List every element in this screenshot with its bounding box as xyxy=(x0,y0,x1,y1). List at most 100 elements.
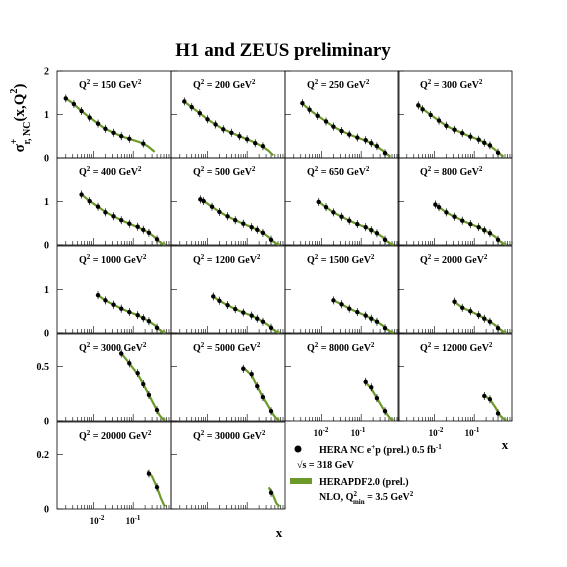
q2-label: Q2 = 200 GeV2 xyxy=(193,78,256,91)
data-point xyxy=(420,107,425,112)
data-point xyxy=(237,134,242,139)
data-point xyxy=(268,409,274,414)
data-point xyxy=(331,210,336,215)
fit-curve xyxy=(241,365,280,421)
y-tick-label: 0 xyxy=(44,329,49,340)
data-point xyxy=(452,214,457,219)
legend-fit-label: HERAPDF2.0 (prel.) xyxy=(319,477,409,488)
data-point xyxy=(111,130,116,135)
data-point xyxy=(482,316,487,321)
panel-q2-800: Q2 = 800 GeV2 xyxy=(397,157,513,246)
x-tick-label-1e-2-right: 10-2 xyxy=(429,426,444,438)
data-point xyxy=(154,485,160,490)
panel-grid: 0 1 2 Q2 = 150 GeV2 Q2 = 200 GeV2 Q2 = 250 Ge… xyxy=(37,67,513,516)
data-point xyxy=(141,381,146,387)
data-point xyxy=(268,325,274,330)
data-point xyxy=(127,136,132,142)
data-point xyxy=(127,361,132,366)
data-point xyxy=(87,115,92,120)
data-point xyxy=(436,118,442,123)
fit-curve xyxy=(182,99,274,157)
data-point xyxy=(355,221,360,227)
panel-q2-150: 0 1 2 Q2 = 150 GeV2 xyxy=(44,67,172,165)
x-axis-label-left: x xyxy=(276,525,283,540)
data-point xyxy=(374,319,380,324)
q2-label: Q2 = 8000 GeV2 xyxy=(307,341,375,354)
y-tick-label: 0.2 xyxy=(37,450,50,461)
data-point xyxy=(255,316,260,321)
data-point xyxy=(487,319,493,324)
data-point xyxy=(369,316,374,321)
data-point xyxy=(182,99,187,104)
data-point xyxy=(460,305,465,310)
data-point xyxy=(249,313,254,318)
data-point xyxy=(347,218,352,223)
panel-q2-5000: Q2 = 5000 GeV2 xyxy=(170,333,286,422)
data-point xyxy=(241,310,246,315)
data-point xyxy=(369,228,374,233)
data-point xyxy=(369,385,374,390)
data-point xyxy=(241,366,246,371)
data-point xyxy=(221,127,226,132)
y-tick-label: 0 xyxy=(44,241,49,252)
data-point xyxy=(119,306,124,311)
data-point xyxy=(260,144,266,149)
data-point xyxy=(363,137,368,143)
data-point xyxy=(189,104,194,110)
data-point xyxy=(374,395,380,401)
q2-label: Q2 = 250 GeV2 xyxy=(307,78,370,91)
panel-q2-250: Q2 = 250 GeV2 xyxy=(284,70,400,159)
data-point xyxy=(217,298,222,304)
fit-curve xyxy=(146,470,167,508)
data-point xyxy=(141,316,146,321)
bottom-x-axis-left: 10-2 10-1 x xyxy=(90,514,283,540)
data-point xyxy=(217,209,222,215)
panel-q2-8000: Q2 = 8000 GeV2 xyxy=(284,333,400,422)
q2-label: Q2 = 400 GeV2 xyxy=(79,165,142,178)
panel-q2-20000: 0 0.2 Q2 = 20000 GeV2 xyxy=(37,421,172,516)
panel-q2-12000: Q2 = 12000 GeV2 xyxy=(397,333,513,422)
y-tick-label: 2 xyxy=(44,67,49,78)
y-tick-label: 1 xyxy=(44,285,49,296)
data-point xyxy=(482,140,487,145)
data-point xyxy=(468,134,473,139)
data-point xyxy=(135,312,140,318)
data-point xyxy=(135,224,140,229)
data-point xyxy=(300,100,305,106)
data-point xyxy=(323,204,329,210)
data-point xyxy=(213,122,218,127)
x-tick-label-1e-2-left: 10-2 xyxy=(90,514,105,526)
data-point xyxy=(347,132,352,137)
legend: HERA NC e+p (prel.) 0.5 fb-1 √s = 318 Ge… xyxy=(290,443,442,506)
fit-curve xyxy=(452,300,507,334)
data-point xyxy=(339,128,344,134)
q2-label: Q2 = 800 GeV2 xyxy=(420,165,483,178)
data-point xyxy=(79,108,84,114)
data-point xyxy=(255,384,260,389)
data-point xyxy=(146,392,152,398)
q2-label: Q2 = 1000 GeV2 xyxy=(79,253,147,266)
data-point xyxy=(95,204,101,209)
data-point xyxy=(103,126,108,132)
data-point xyxy=(460,218,465,223)
data-point xyxy=(127,221,132,226)
panel-q2-1000: 0 1 Q2 = 1000 GeV2 xyxy=(44,245,172,340)
data-point xyxy=(241,221,246,226)
y-tick-label: 0 xyxy=(44,154,49,165)
data-point xyxy=(95,121,101,126)
chart-title: H1 and ZEUS preliminary xyxy=(175,40,391,61)
panel-q2-30000: Q2 = 30000 GeV2 xyxy=(170,421,286,510)
x-tick-label-1e-1-left: 10-1 xyxy=(126,514,141,526)
data-point xyxy=(495,237,501,242)
data-point xyxy=(87,198,92,204)
data-point xyxy=(315,113,320,119)
q2-label: Q2 = 2000 GeV2 xyxy=(420,253,488,266)
data-point xyxy=(225,302,230,308)
data-point xyxy=(331,298,336,303)
y-label-sigma: σ xyxy=(12,143,28,152)
data-point xyxy=(197,110,203,116)
q2-label: Q2 = 300 GeV2 xyxy=(420,78,483,91)
data-point xyxy=(127,309,132,315)
y-tick-label: 1 xyxy=(44,110,49,121)
y-label-close: ) xyxy=(12,84,28,89)
